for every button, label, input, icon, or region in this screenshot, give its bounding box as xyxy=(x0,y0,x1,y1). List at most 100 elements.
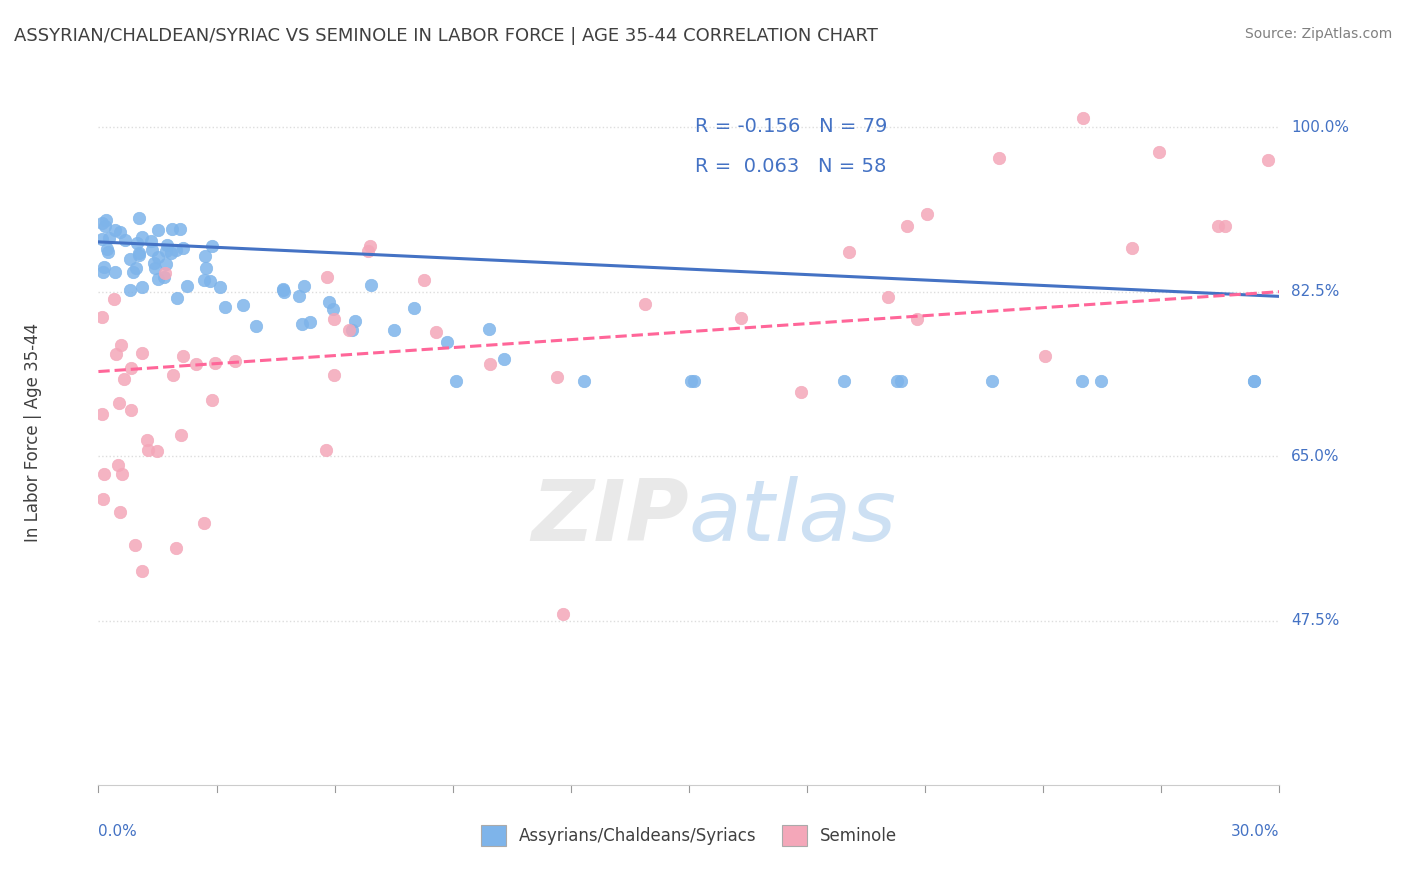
Point xyxy=(111,467,134,481)
Point xyxy=(153,270,176,285)
Point xyxy=(97,244,120,259)
Text: 100.0%: 100.0% xyxy=(1291,120,1350,135)
Point xyxy=(125,260,148,275)
Point xyxy=(201,239,224,253)
Point xyxy=(148,223,170,237)
Point xyxy=(160,221,183,235)
Point xyxy=(886,374,908,388)
Point xyxy=(1257,153,1279,167)
Point xyxy=(91,310,114,325)
Text: 82.5%: 82.5% xyxy=(1291,285,1340,299)
Text: 47.5%: 47.5% xyxy=(1291,613,1340,628)
Point xyxy=(1243,374,1265,388)
Point xyxy=(553,607,575,621)
Point xyxy=(322,301,344,316)
Point xyxy=(131,230,153,244)
Point xyxy=(98,231,121,245)
Point xyxy=(104,223,127,237)
Point xyxy=(730,310,752,325)
Point xyxy=(114,233,136,247)
Point xyxy=(323,311,346,326)
Point xyxy=(905,311,928,326)
Text: R =  0.063   N = 58: R = 0.063 N = 58 xyxy=(695,158,886,177)
Point xyxy=(162,368,184,382)
Point xyxy=(141,243,163,257)
Point xyxy=(155,244,177,259)
Point xyxy=(413,273,436,287)
Point xyxy=(318,294,340,309)
Point xyxy=(1213,219,1236,234)
Point xyxy=(166,291,188,305)
Legend: Assyrians/Chaldeans/Syriacs, Seminole: Assyrians/Chaldeans/Syriacs, Seminole xyxy=(472,817,905,855)
Point xyxy=(103,292,125,306)
Point xyxy=(186,357,208,371)
Point xyxy=(143,256,166,270)
Point xyxy=(139,234,162,248)
Point xyxy=(232,298,254,312)
Point xyxy=(1071,374,1094,388)
Point xyxy=(572,374,595,388)
Point xyxy=(96,242,118,256)
Point xyxy=(107,458,129,472)
Point xyxy=(877,290,900,304)
Point xyxy=(201,393,224,408)
Point xyxy=(169,222,191,236)
Point xyxy=(194,260,217,275)
Point xyxy=(273,285,295,299)
Point xyxy=(1090,374,1112,388)
Point xyxy=(155,237,177,252)
Point xyxy=(382,323,405,337)
Point xyxy=(121,265,143,279)
Point xyxy=(136,443,159,458)
Text: 30.0%: 30.0% xyxy=(1232,824,1279,839)
Text: Source: ZipAtlas.com: Source: ZipAtlas.com xyxy=(1244,27,1392,41)
Point xyxy=(298,315,321,329)
Point xyxy=(1243,374,1265,388)
Point xyxy=(343,314,366,328)
Point xyxy=(425,326,447,340)
Point xyxy=(105,347,128,361)
Point xyxy=(131,280,153,294)
Point xyxy=(198,274,221,288)
Point xyxy=(1071,111,1094,125)
Point xyxy=(172,349,194,363)
Point xyxy=(1149,145,1171,160)
Point xyxy=(91,265,114,279)
Point xyxy=(128,211,150,225)
Point xyxy=(94,213,117,227)
Point xyxy=(492,352,515,367)
Point xyxy=(91,232,114,246)
Point xyxy=(128,245,150,260)
Point xyxy=(337,323,360,337)
Point xyxy=(478,357,501,371)
Point xyxy=(436,334,458,349)
Point xyxy=(1033,350,1056,364)
Point xyxy=(359,239,381,253)
Point xyxy=(478,322,501,336)
Text: atlas: atlas xyxy=(689,475,897,558)
Point xyxy=(271,283,294,297)
Point xyxy=(288,289,311,303)
Point xyxy=(292,279,315,293)
Text: 0.0%: 0.0% xyxy=(98,824,138,839)
Point xyxy=(1208,219,1230,234)
Text: 65.0%: 65.0% xyxy=(1291,449,1340,464)
Point xyxy=(93,260,115,274)
Point xyxy=(94,219,117,233)
Point xyxy=(131,346,153,360)
Point xyxy=(108,225,131,239)
Point xyxy=(204,356,226,370)
Point xyxy=(193,273,215,287)
Point xyxy=(172,241,194,255)
Point xyxy=(118,252,141,266)
Point xyxy=(193,516,215,530)
Point xyxy=(170,428,193,442)
Point xyxy=(146,272,169,286)
Point xyxy=(159,246,181,260)
Point xyxy=(120,283,142,297)
Point xyxy=(135,433,157,447)
Point xyxy=(143,261,166,276)
Point xyxy=(93,467,115,481)
Point xyxy=(110,338,132,352)
Point xyxy=(896,219,918,233)
